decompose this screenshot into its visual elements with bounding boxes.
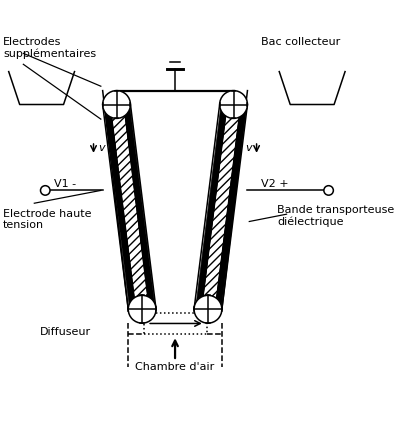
Polygon shape: [110, 105, 149, 309]
Polygon shape: [195, 105, 227, 309]
Text: Electrode haute
tension: Electrode haute tension: [3, 209, 92, 230]
Bar: [144, 313, 207, 334]
Text: v: v: [98, 144, 105, 153]
Text: Bande transporteuse
diélectrique: Bande transporteuse diélectrique: [278, 205, 395, 227]
Text: V1 -: V1 -: [55, 179, 77, 189]
Circle shape: [103, 91, 131, 118]
Circle shape: [194, 295, 222, 323]
Circle shape: [324, 186, 333, 195]
Polygon shape: [124, 105, 155, 309]
Text: Bac collecteur: Bac collecteur: [261, 37, 340, 47]
Polygon shape: [104, 105, 136, 309]
Polygon shape: [201, 105, 241, 309]
Text: Chambre d'air: Chambre d'air: [135, 362, 214, 372]
Circle shape: [220, 91, 247, 118]
Polygon shape: [215, 105, 247, 309]
Text: V2 +: V2 +: [261, 179, 289, 189]
Text: Electrodes
supplémentaires: Electrodes supplémentaires: [3, 37, 96, 59]
Circle shape: [128, 295, 156, 323]
Circle shape: [41, 186, 50, 195]
Text: Diffuseur: Diffuseur: [40, 327, 91, 337]
Text: v: v: [245, 144, 252, 153]
